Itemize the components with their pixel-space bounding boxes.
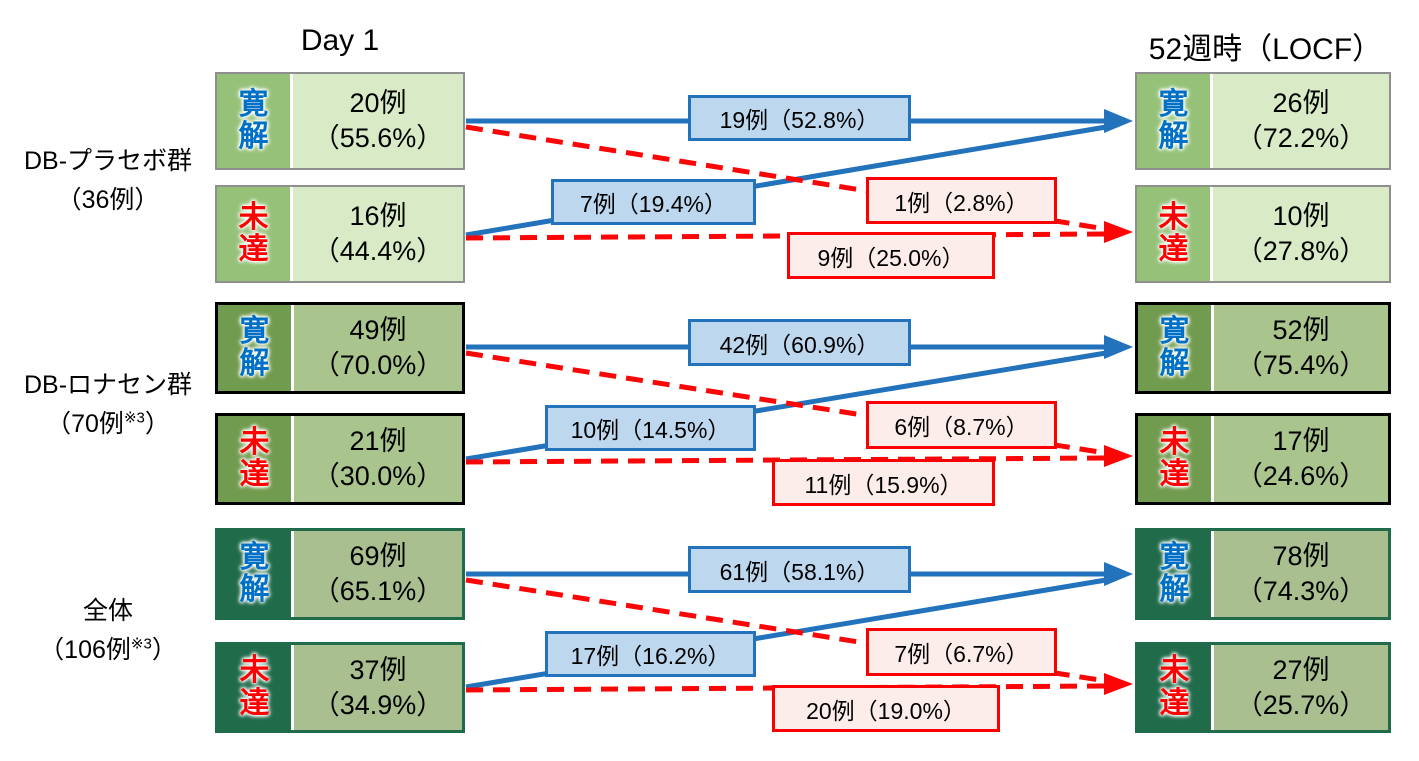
group-n: （106例※3） — [39, 635, 177, 664]
g1-flow-rem-to-rem: 19例（52.8%） — [688, 95, 911, 141]
count: 16例 — [349, 201, 407, 232]
percent: （65.1%） — [312, 576, 444, 606]
box-value: 21例 （30.0%） — [294, 416, 462, 502]
not-achieved-label: 未達 — [218, 416, 294, 502]
count: 49例 — [349, 315, 407, 346]
column-header-week52: 52週時（LOCF） — [1148, 33, 1383, 66]
box-value: 37例 （34.9%） — [294, 645, 462, 730]
percent: （30.0%） — [312, 461, 444, 491]
count: 17例 — [1272, 426, 1330, 457]
not-achieved-label: 未達 — [217, 187, 293, 281]
box-value: 69例 （65.1%） — [294, 531, 462, 617]
not-achieved-label: 未達 — [218, 645, 294, 730]
percent: （34.9%） — [312, 689, 444, 720]
remission-label: 寛解 — [218, 531, 294, 617]
count: 78例 — [1272, 541, 1330, 572]
g1-day1-remission-box: 寛解 20例 （55.6%） — [215, 72, 465, 170]
g2-flow-rem-to-rem: 42例（60.9%） — [688, 319, 911, 366]
g1-flow-miss-to-miss: 9例（25.0%） — [787, 232, 995, 279]
g2-flow-miss-to-miss: 11例（15.9%） — [772, 459, 995, 506]
box-value: 16例 （44.4%） — [293, 187, 463, 281]
box-value: 26例 （72.2%） — [1213, 74, 1389, 168]
percent: （25.7%） — [1235, 689, 1367, 720]
group-label-overall: 全体 （106例※3） — [2, 592, 214, 670]
group-n: （36例） — [56, 185, 160, 214]
box-value: 27例 （25.7%） — [1214, 645, 1388, 730]
g2-red-arrowhead-icon — [1104, 445, 1133, 467]
percent: （27.8%） — [1235, 236, 1367, 266]
count: 27例 — [1272, 654, 1330, 685]
percent: （44.4%） — [312, 236, 444, 266]
remission-label: 寛解 — [218, 305, 294, 391]
count: 10例 — [1272, 201, 1330, 232]
group-label-lonasen: DB-ロナセン群 （70例※3） — [2, 366, 214, 444]
column-header-day1: Day 1 — [300, 24, 380, 57]
count: 52例 — [1272, 315, 1330, 346]
percent: （55.6%） — [312, 123, 444, 153]
g2-week52-notachieved-box: 未達 17例 （24.6%） — [1135, 413, 1391, 505]
g2-week52-remission-box: 寛解 52例 （75.4%） — [1135, 302, 1391, 394]
g1-day1-notachieved-box: 未達 16例 （44.4%） — [215, 185, 465, 283]
not-achieved-label: 未達 — [1138, 416, 1214, 502]
g3-flow-rem-to-miss: 7例（6.7%） — [866, 628, 1057, 676]
g2-day1-notachieved-box: 未達 21例 （30.0%） — [215, 413, 465, 505]
g3-red-arrowhead-icon — [1104, 673, 1133, 695]
group-name: DB-プラセボ群 — [23, 147, 193, 175]
group-label-placebo: DB-プラセボ群 （36例） — [2, 142, 214, 220]
box-value: 78例 （74.3%） — [1214, 531, 1388, 617]
footnote-marker: ※3 — [130, 635, 152, 653]
footnote-marker: ※3 — [123, 409, 145, 427]
remission-label: 寛解 — [1138, 305, 1214, 391]
percent: （74.3%） — [1235, 576, 1367, 606]
box-value: 20例 （55.6%） — [293, 74, 463, 168]
g1-blue-arrowhead-icon — [1104, 109, 1133, 133]
box-value: 52例 （75.4%） — [1214, 305, 1388, 391]
count: 26例 — [1272, 88, 1330, 119]
g3-flow-miss-to-rem: 17例（16.2%） — [545, 631, 756, 677]
g2-flow-rem-to-miss: 6例（8.7%） — [866, 401, 1057, 449]
percent: （75.4%） — [1235, 350, 1367, 380]
box-value: 10例 （27.8%） — [1213, 187, 1389, 281]
not-achieved-label: 未達 — [1137, 187, 1213, 281]
g1-week52-notachieved-box: 未達 10例 （27.8%） — [1135, 185, 1391, 283]
g1-red-arrowhead-icon — [1104, 221, 1133, 243]
box-value: 49例 （70.0%） — [294, 305, 462, 391]
remission-label: 寛解 — [1137, 74, 1213, 168]
count: 21例 — [349, 426, 407, 457]
percent: （70.0%） — [312, 350, 444, 380]
count: 69例 — [349, 541, 407, 572]
box-value: 17例 （24.6%） — [1214, 416, 1388, 502]
not-achieved-label: 未達 — [1138, 645, 1214, 730]
g3-flow-miss-to-miss: 20例（19.0%） — [772, 685, 1000, 732]
remission-label: 寛解 — [217, 74, 293, 168]
g2-flow-miss-to-rem: 10例（14.5%） — [545, 405, 756, 451]
g3-day1-notachieved-box: 未達 37例 （34.9%） — [215, 642, 465, 733]
g3-week52-remission-box: 寛解 78例 （74.3%） — [1135, 528, 1391, 620]
g2-blue-arrowhead-icon — [1104, 335, 1133, 359]
g2-day1-remission-box: 寛解 49例 （70.0%） — [215, 302, 465, 394]
remission-label: 寛解 — [1138, 531, 1214, 617]
g3-week52-notachieved-box: 未達 27例 （25.7%） — [1135, 642, 1391, 733]
g3-day1-remission-box: 寛解 69例 （65.1%） — [215, 528, 465, 620]
count: 20例 — [349, 88, 407, 119]
g3-blue-arrowhead-icon — [1104, 562, 1133, 586]
percent: （72.2%） — [1235, 123, 1367, 153]
group-name: 全体 — [82, 597, 133, 625]
percent: （24.6%） — [1235, 461, 1367, 491]
g1-miss-to-miss-line — [465, 231, 1107, 241]
g1-flow-rem-to-miss: 1例（2.8%） — [866, 177, 1057, 224]
g1-week52-remission-box: 寛解 26例 （72.2%） — [1135, 72, 1391, 170]
group-n: （70例※3） — [46, 409, 170, 438]
g1-flow-miss-to-rem: 7例（19.4%） — [551, 179, 756, 225]
g3-flow-rem-to-rem: 61例（58.1%） — [688, 546, 911, 593]
group-name: DB-ロナセン群 — [23, 371, 193, 399]
count: 37例 — [349, 654, 407, 685]
